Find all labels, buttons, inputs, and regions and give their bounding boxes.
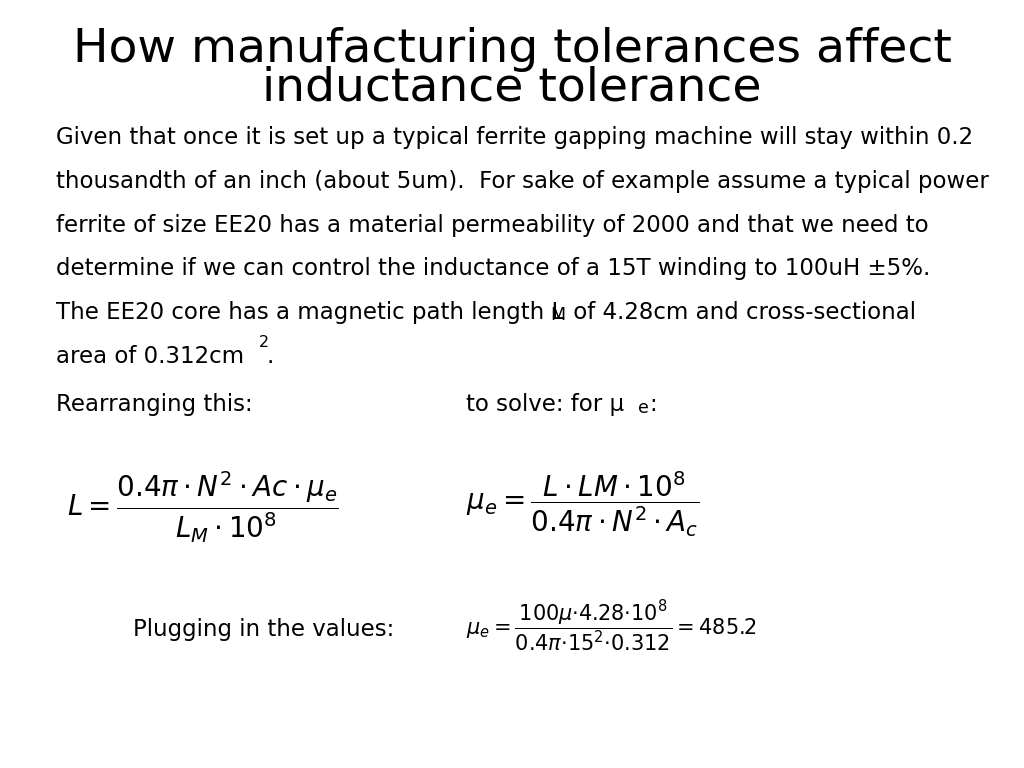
Text: .: . [266,345,273,368]
Text: determine if we can control the inductance of a 15T winding to 100uH ±5%.: determine if we can control the inductan… [56,257,931,280]
Text: How manufacturing tolerances affect: How manufacturing tolerances affect [73,27,951,72]
Text: :: : [649,393,656,416]
Text: Plugging in the values:: Plugging in the values: [133,618,394,641]
Text: to solve: for μ: to solve: for μ [466,393,624,416]
Text: thousandth of an inch (about 5um).  For sake of example assume a typical power: thousandth of an inch (about 5um). For s… [56,170,989,193]
Text: ferrite of size EE20 has a material permeability of 2000 and that we need to: ferrite of size EE20 has a material perm… [56,214,929,237]
Text: 2: 2 [259,335,269,350]
Text: M: M [550,306,565,324]
Text: $\mu_e = \dfrac{100\mu{\cdot}4.28{\cdot}10^8}{0.4\pi{\cdot}15^2{\cdot}0.312} {=}: $\mu_e = \dfrac{100\mu{\cdot}4.28{\cdot}… [466,599,757,654]
Text: The EE20 core has a magnetic path length L: The EE20 core has a magnetic path length… [56,301,564,324]
Text: Given that once it is set up a typical ferrite gapping machine will stay within : Given that once it is set up a typical f… [56,126,974,149]
Text: of 4.28cm and cross-sectional: of 4.28cm and cross-sectional [566,301,916,324]
Text: e: e [638,399,649,417]
Text: $L = \dfrac{0.4\pi \cdot N^2 \cdot Ac \cdot \mu_e}{L_M \cdot 10^8}$: $L = \dfrac{0.4\pi \cdot N^2 \cdot Ac \c… [67,470,338,545]
Text: $\mu_e = \dfrac{L \cdot LM \cdot 10^8}{0.4\pi \cdot N^2 \cdot A_c}$: $\mu_e = \dfrac{L \cdot LM \cdot 10^8}{0… [466,470,699,539]
Text: Rearranging this:: Rearranging this: [56,393,253,416]
Text: inductance tolerance: inductance tolerance [262,65,762,111]
Text: area of 0.312cm: area of 0.312cm [56,345,245,368]
